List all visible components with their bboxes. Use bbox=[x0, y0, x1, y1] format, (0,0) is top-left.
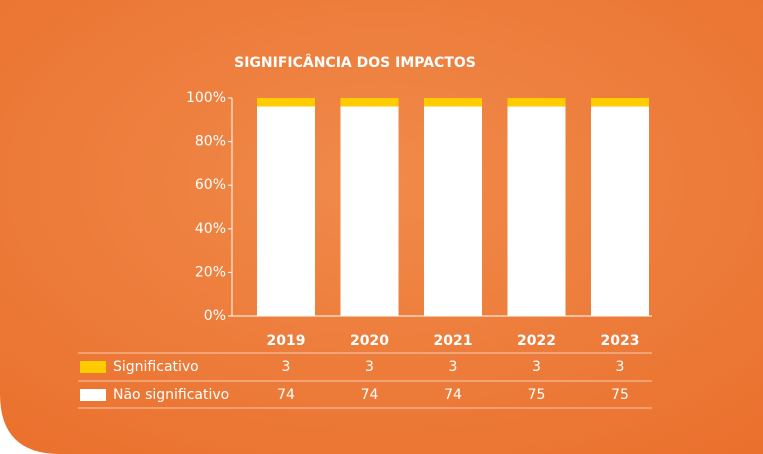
table-value: 3 bbox=[616, 359, 625, 375]
bar-segment bbox=[257, 98, 315, 107]
table-value: 74 bbox=[444, 387, 462, 403]
table-value: 75 bbox=[611, 387, 629, 403]
chart-title: SIGNIFICÂNCIA DOS IMPACTOS bbox=[234, 54, 476, 71]
y-tick-label: 80% bbox=[195, 134, 226, 150]
y-tick-label: 20% bbox=[195, 264, 226, 280]
x-tick-label: 2023 bbox=[601, 333, 640, 349]
bar-segment bbox=[340, 98, 399, 107]
table-value: 3 bbox=[365, 359, 374, 375]
legend-label: Significativo bbox=[113, 359, 199, 375]
bar-segment bbox=[591, 98, 649, 107]
table-value: 74 bbox=[277, 387, 295, 403]
table-value: 74 bbox=[361, 387, 379, 403]
y-tick-label: 40% bbox=[195, 221, 226, 237]
x-tick-label: 2022 bbox=[517, 333, 556, 349]
table-value: 3 bbox=[532, 359, 541, 375]
x-tick-label: 2021 bbox=[434, 333, 473, 349]
bar-segment bbox=[591, 106, 649, 316]
y-tick-label: 60% bbox=[195, 177, 226, 193]
bar-segment bbox=[507, 98, 566, 107]
bar-segment bbox=[424, 106, 482, 317]
legend-swatch bbox=[80, 389, 106, 401]
table-value: 75 bbox=[528, 387, 546, 403]
bar-segment bbox=[340, 106, 399, 317]
table-value: 3 bbox=[449, 359, 458, 375]
y-tick-label: 100% bbox=[186, 90, 226, 106]
table-value: 3 bbox=[282, 359, 291, 375]
x-tick-label: 2020 bbox=[350, 333, 389, 349]
legend-swatch bbox=[80, 361, 106, 373]
legend-label: Não significativo bbox=[113, 387, 229, 403]
x-tick-label: 2019 bbox=[267, 333, 306, 349]
bar-segment bbox=[424, 98, 482, 107]
y-tick-label: 0% bbox=[204, 308, 226, 324]
bar-segment bbox=[257, 106, 315, 317]
bar-segment bbox=[507, 106, 566, 316]
